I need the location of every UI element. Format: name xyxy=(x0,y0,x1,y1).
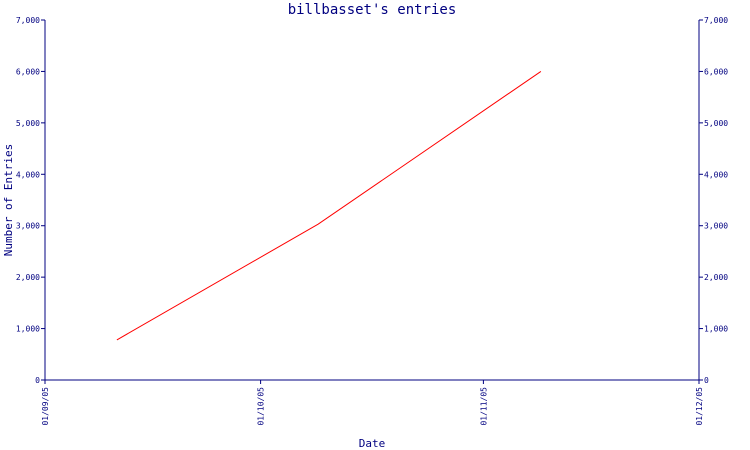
y-tick-label-right: 2,000 xyxy=(704,273,728,282)
y-tick-label-left: 4,000 xyxy=(16,170,40,179)
y-tick-label-right: 7,000 xyxy=(704,16,728,25)
series-layer xyxy=(116,71,542,341)
y-tick-label-left: 6,000 xyxy=(16,67,40,76)
x-tick-label: 01/09/05 xyxy=(41,387,50,426)
x-ticks: 01/09/05 01/10/05 01/11/05 01/12/05 xyxy=(41,380,704,426)
chart-title: billbasset's entries xyxy=(288,2,457,18)
y-tick-label-right: 0 xyxy=(704,376,709,385)
x-tick-label: 01/10/05 xyxy=(257,387,266,426)
plot-frame xyxy=(44,20,700,381)
x-tick-label: 01/12/05 xyxy=(695,387,704,426)
y-tick-label-right: 1,000 xyxy=(704,325,728,334)
y-tick-label-left: 1,000 xyxy=(16,325,40,334)
y-tick-label-left: 0 xyxy=(35,376,40,385)
y-tick-label-right: 5,000 xyxy=(704,119,728,128)
y-tick-label-right: 6,000 xyxy=(704,67,728,76)
y-tick-label-left: 7,000 xyxy=(16,16,40,25)
y-tick-label-right: 4,000 xyxy=(704,170,728,179)
series-line-0 xyxy=(116,71,542,341)
y-tick-label-left: 3,000 xyxy=(16,222,40,231)
y-tick-label-left: 5,000 xyxy=(16,119,40,128)
x-axis-label: Date xyxy=(359,437,386,450)
y-tick-label-right: 3,000 xyxy=(704,222,728,231)
y-axis-label: Number of Entries xyxy=(2,144,15,257)
y-tick-label-left: 2,000 xyxy=(16,273,40,282)
x-tick-label: 01/11/05 xyxy=(479,387,488,426)
y-ticks: 0 0 1,000 1,000 2,000 2,000 3,000 3,000 4,000 4,0… xyxy=(16,16,728,385)
